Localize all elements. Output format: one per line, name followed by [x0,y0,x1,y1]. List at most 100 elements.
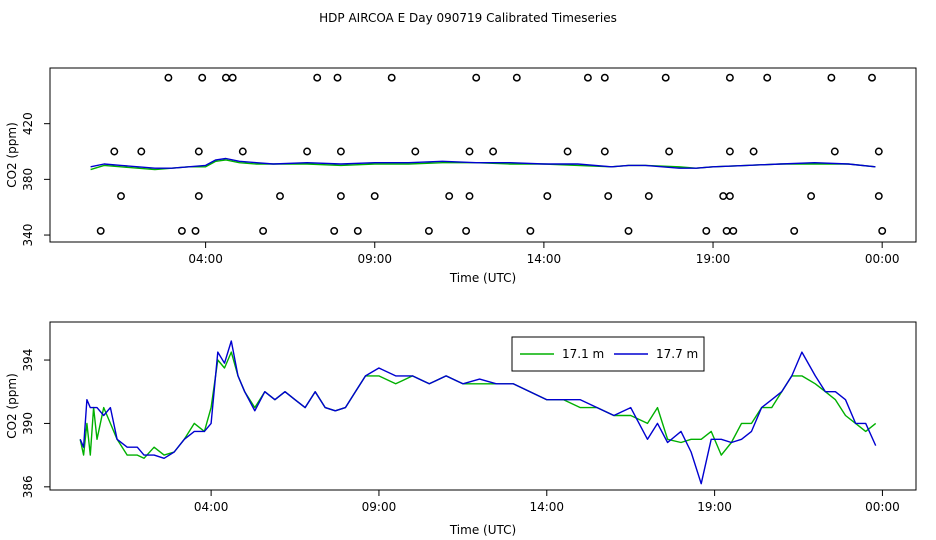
upper-y-axis: 340 380 420 [21,112,50,246]
data-point [336,147,345,156]
data-point [763,73,772,82]
data-point [665,147,674,156]
upper-x-axis: 04:00 09:00 14:00 19:00 00:00 [188,242,899,266]
data-point [725,73,734,82]
data-point [604,192,613,201]
data-point [259,226,268,235]
data-point [221,73,230,82]
data-point [489,147,498,156]
lower-y-axis-label: CO2 (ppm) [5,373,19,439]
upper-y-axis-label: CO2 (ppm) [5,122,19,188]
y-tick-label: 386 [21,475,35,498]
legend-label-17-1: 17.1 m [562,347,604,361]
x-tick-label: 00:00 [865,500,900,514]
data-point [827,73,836,82]
data-point [411,147,420,156]
data-point [583,73,592,82]
data-point [228,73,237,82]
data-point [465,192,474,201]
series-line-0 [79,351,877,459]
y-tick-label: 420 [21,112,35,135]
data-point [194,147,203,156]
data-point [194,192,203,201]
data-point [333,73,342,82]
data-point [722,226,731,235]
data-point [313,73,322,82]
data-point [790,226,799,235]
data-point [874,192,883,201]
data-point [725,147,734,156]
data-point [807,192,816,201]
data-point [729,226,738,235]
y-tick-label: 340 [21,224,35,247]
data-point [661,73,670,82]
data-point [878,226,887,235]
data-point [874,147,883,156]
data-point [191,226,200,235]
data-point [462,226,471,235]
data-point [238,147,247,156]
data-point [96,226,105,235]
page-title: HDP AIRCOA E Day 090719 Calibrated Times… [319,11,617,25]
data-point [177,226,186,235]
data-point [164,73,173,82]
lower-plot-frame [49,321,917,491]
data-point [725,192,734,201]
data-point [137,147,146,156]
legend: 17.1 m 17.7 m [511,336,705,372]
upper-chart-panel: 04:00 09:00 14:00 19:00 00:00 340 380 420 Time… [5,67,917,285]
data-point [110,147,119,156]
data-point [749,147,758,156]
lower-x-axis-label: Time (UTC) [449,523,516,537]
x-tick-label: 19:00 [696,252,731,266]
data-point [276,192,284,201]
data-point [526,226,535,235]
data-point [387,73,396,82]
series-line-1 [79,340,877,485]
upper-points-group [96,73,887,235]
x-tick-label: 04:00 [188,252,223,266]
upper-series-group [90,157,876,171]
lower-x-axis: 04:00 09:00 14:00 19:00 00:00 [194,490,900,514]
x-tick-label: 19:00 [697,500,732,514]
x-tick-label: 14:00 [527,252,562,266]
data-point [563,147,572,156]
lower-chart-panel: 04:00 09:00 14:00 19:00 00:00 386 390 394 Time… [5,321,917,537]
lower-y-axis: 386 390 394 [21,349,50,498]
y-tick-label: 380 [21,168,35,191]
upper-x-axis-label: Time (UTC) [449,271,516,285]
series-line-1 [90,157,876,169]
data-point [336,192,345,201]
data-point [198,73,207,82]
data-point [465,147,474,156]
data-point [830,147,839,156]
y-tick-label: 394 [21,349,35,372]
lower-series-group [79,340,877,485]
data-point [543,192,552,201]
y-tick-label: 390 [21,412,35,435]
data-point [303,147,312,156]
legend-label-17-7: 17.7 m [656,347,698,361]
data-point [472,73,481,82]
x-tick-label: 09:00 [362,500,397,514]
x-tick-label: 04:00 [194,500,229,514]
x-tick-label: 00:00 [865,252,900,266]
data-point [330,226,339,235]
x-tick-label: 09:00 [357,252,392,266]
data-point [600,73,609,82]
data-point [600,147,609,156]
data-point [512,73,521,82]
upper-plot-frame [49,67,917,243]
data-point [624,226,633,235]
data-point [868,73,876,82]
data-point [353,226,362,235]
data-point [117,192,125,201]
data-point [719,192,728,201]
data-point [702,226,711,235]
data-point [370,192,379,201]
data-point [644,192,653,201]
x-tick-label: 14:00 [529,500,564,514]
data-point [445,192,454,201]
